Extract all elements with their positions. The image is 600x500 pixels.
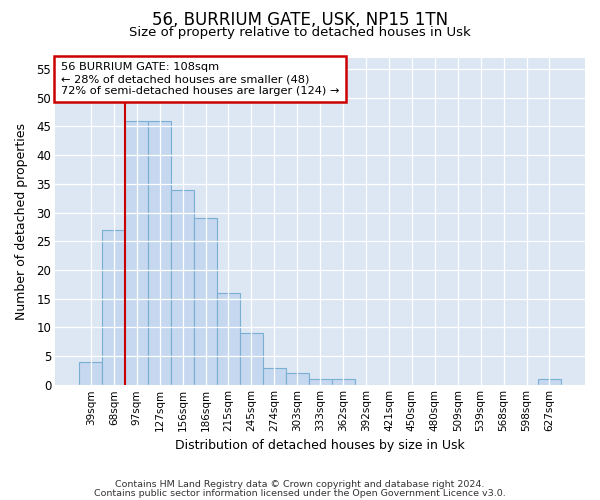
Text: Contains HM Land Registry data © Crown copyright and database right 2024.: Contains HM Land Registry data © Crown c… [115,480,485,489]
Bar [171,190,194,385]
Bar [309,379,332,385]
Bar [332,379,355,385]
Text: 56 BURRIUM GATE: 108sqm
← 28% of detached houses are smaller (48)
72% of semi-de: 56 BURRIUM GATE: 108sqm ← 28% of detache… [61,62,339,96]
Y-axis label: Number of detached properties: Number of detached properties [15,122,28,320]
Bar [125,120,148,385]
Bar [240,333,263,385]
Text: Size of property relative to detached houses in Usk: Size of property relative to detached ho… [129,26,471,39]
Bar [148,120,171,385]
Text: Contains public sector information licensed under the Open Government Licence v3: Contains public sector information licen… [94,489,506,498]
X-axis label: Distribution of detached houses by size in Usk: Distribution of detached houses by size … [175,440,465,452]
Bar [103,230,125,385]
Bar [286,374,309,385]
Bar [79,362,103,385]
Bar [263,368,286,385]
Bar [194,218,217,385]
Text: 56, BURRIUM GATE, USK, NP15 1TN: 56, BURRIUM GATE, USK, NP15 1TN [152,11,448,29]
Bar [538,379,561,385]
Bar [217,293,240,385]
